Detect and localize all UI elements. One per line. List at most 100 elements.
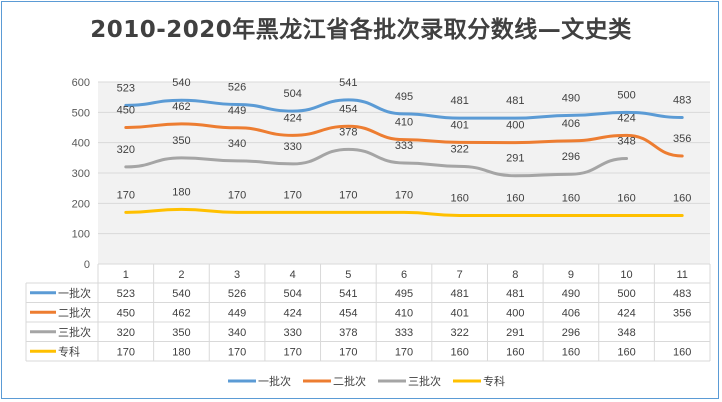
table-cell-value: 490 xyxy=(562,288,580,300)
data-label: 500 xyxy=(617,89,635,101)
table-cell-value: 170 xyxy=(117,346,135,358)
y-tick-label: 200 xyxy=(72,198,90,210)
y-tick-label: 300 xyxy=(72,168,90,180)
x-category-label: 11 xyxy=(676,269,687,281)
data-label: 160 xyxy=(450,192,468,204)
table-cell-value: 291 xyxy=(506,327,524,339)
data-label: 356 xyxy=(673,133,691,145)
legend: 一批次 二批次 三批次 专科 xyxy=(228,374,505,388)
x-category-label: 6 xyxy=(401,269,407,281)
table-row-label: 二批次 xyxy=(58,305,91,319)
table-cell-value: 541 xyxy=(339,288,357,300)
table-cell-value: 160 xyxy=(450,346,468,358)
table-cell-value: 170 xyxy=(228,346,246,358)
y-tick-label: 0 xyxy=(84,259,90,271)
data-label: 400 xyxy=(506,120,524,132)
table-cell-value: 526 xyxy=(228,288,246,300)
table-cell-value: 350 xyxy=(172,327,190,339)
data-label: 180 xyxy=(172,186,190,198)
table-cell-value: 481 xyxy=(450,288,468,300)
table-cell-value: 454 xyxy=(339,307,357,319)
data-label: 330 xyxy=(284,141,302,153)
table-cell-value: 500 xyxy=(617,288,635,300)
table-cell-value: 424 xyxy=(617,307,635,319)
series-lines xyxy=(124,98,684,217)
data-label: 401 xyxy=(450,119,468,131)
y-tick-label: 500 xyxy=(72,107,90,119)
table-cell-value: 356 xyxy=(673,307,691,319)
table-cell-value: 540 xyxy=(172,288,190,300)
data-label: 320 xyxy=(117,144,135,156)
data-label: 523 xyxy=(117,82,135,94)
x-category-label: 7 xyxy=(457,269,463,281)
x-category-label: 8 xyxy=(512,269,518,281)
table-row-label: 三批次 xyxy=(58,325,91,339)
data-labels: 523 540 526 504 541 495 481 481 490 500 483 450 462 4… xyxy=(117,77,692,205)
legend-label: 专科 xyxy=(483,374,505,388)
data-label: 481 xyxy=(506,95,524,107)
table-cell-value: 481 xyxy=(506,288,524,300)
table-cell-value: 424 xyxy=(284,307,302,319)
table-cell-value: 406 xyxy=(562,307,580,319)
table-cell-value: 504 xyxy=(284,288,302,300)
table-row-label: 一批次 xyxy=(58,286,91,300)
data-label: 333 xyxy=(395,140,413,152)
data-label: 449 xyxy=(228,105,246,117)
data-label: 170 xyxy=(228,189,246,201)
data-label: 170 xyxy=(339,189,357,201)
x-category-label: 3 xyxy=(234,269,240,281)
table-cell-value: 449 xyxy=(228,307,246,319)
x-category-label: 5 xyxy=(345,269,351,281)
table-cell-value: 340 xyxy=(228,327,246,339)
series-line xyxy=(124,122,684,158)
data-label: 526 xyxy=(228,81,246,93)
table-cell-value: 322 xyxy=(450,327,468,339)
data-label: 322 xyxy=(450,143,468,155)
x-category-label: 9 xyxy=(568,269,574,281)
legend-label: 一批次 xyxy=(258,374,291,388)
table-cell-value: 348 xyxy=(617,327,635,339)
data-label: 450 xyxy=(117,105,135,117)
data-label: 490 xyxy=(562,92,580,104)
data-label: 424 xyxy=(284,112,302,124)
table-row-label: 专科 xyxy=(58,344,80,358)
table-cell-value: 450 xyxy=(117,307,135,319)
data-label: 483 xyxy=(673,94,691,106)
table-cell-value: 296 xyxy=(562,327,580,339)
table-cell-value: 160 xyxy=(617,346,635,358)
table-cell-value: 170 xyxy=(339,346,357,358)
data-label: 410 xyxy=(395,117,413,129)
y-tick-label: 600 xyxy=(72,77,90,89)
table-cell-value: 330 xyxy=(284,327,302,339)
table-cell-value: 378 xyxy=(339,327,357,339)
data-label: 160 xyxy=(562,192,580,204)
data-label: 340 xyxy=(228,138,246,150)
data-label: 424 xyxy=(617,112,635,124)
data-label: 170 xyxy=(284,189,302,201)
table-cell-value: 333 xyxy=(395,327,413,339)
data-label: 481 xyxy=(450,95,468,107)
table-cell-value: 483 xyxy=(673,288,691,300)
table-cell-value: 400 xyxy=(506,307,524,319)
table-cell-value: 160 xyxy=(506,346,524,358)
x-category-label: 10 xyxy=(620,269,632,281)
series-line xyxy=(124,207,684,217)
legend-label: 三批次 xyxy=(408,374,441,388)
table-cell-value: 410 xyxy=(395,307,413,319)
data-label: 170 xyxy=(117,189,135,201)
data-label: 378 xyxy=(339,126,357,138)
table-cell-value: 180 xyxy=(172,346,190,358)
series-line xyxy=(124,98,684,120)
table-cell-value: 495 xyxy=(395,288,413,300)
table-cell-value: 170 xyxy=(395,346,413,358)
table-cell-value: 160 xyxy=(562,346,580,358)
table-cell-value: 320 xyxy=(117,327,135,339)
y-tick-label: 400 xyxy=(72,138,90,150)
data-label: 160 xyxy=(617,192,635,204)
legend-label: 二批次 xyxy=(333,374,366,388)
y-axis-ticks: 0 100 200 300 400 500 600 xyxy=(72,77,90,271)
x-category-label: 2 xyxy=(178,269,184,281)
data-table: 1 2 3 4 5 6 7 8 9 10 11 一批次 523 540 526 504 541 495 481 481… xyxy=(25,264,711,362)
table-cell-value: 160 xyxy=(673,346,691,358)
